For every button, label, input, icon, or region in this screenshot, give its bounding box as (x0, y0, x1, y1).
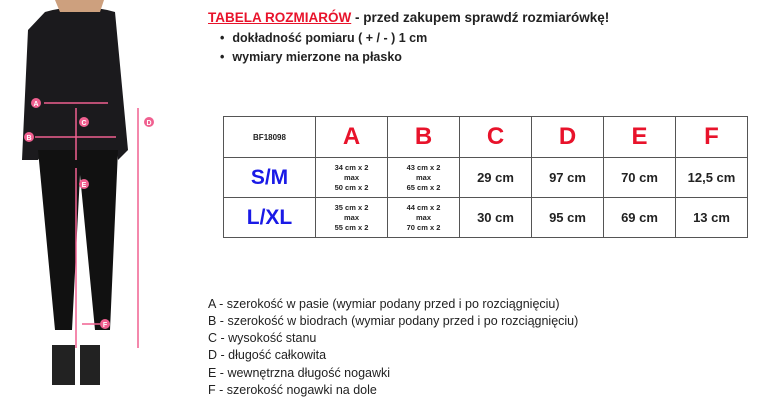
col-a: A (315, 116, 388, 158)
title-link: TABELA ROZMIARÓW (208, 10, 352, 25)
cell-f: 12,5 cm (675, 157, 748, 198)
cell-e: 69 cm (603, 197, 676, 238)
title-rest: - przed zakupem sprawdź rozmiarówkę! (351, 10, 610, 25)
legend-e: E - wewnętrzna długość nogawki (208, 366, 391, 380)
cell-c: 30 cm (459, 197, 532, 238)
size-table: BF18098 A B C D E F S/M 34 cm x 2 max 50 c… (223, 116, 748, 238)
label-f: F (103, 322, 108, 329)
size-label: S/M (223, 157, 316, 198)
bullet-flat: wymiary mierzone na płasko (220, 50, 402, 64)
col-c: C (459, 116, 532, 158)
size-label: L/XL (223, 197, 316, 238)
model-figure: A B C D E F (22, 0, 154, 385)
label-b: B (26, 135, 31, 142)
table-row: L/XL 35 cm x 2 max 55 cm x 2 44 cm x 2 max 7… (223, 197, 748, 238)
table-header-row: BF18098 A B C D E F (223, 116, 748, 158)
label-e: E (82, 182, 87, 189)
cell-f: 13 cm (675, 197, 748, 238)
legend-d: D - długość całkowita (208, 348, 327, 362)
cell-a: 34 cm x 2 max 50 cm x 2 (315, 157, 388, 198)
table-row: S/M 34 cm x 2 max 50 cm x 2 43 cm x 2 max 65… (223, 157, 748, 198)
bullet-accuracy: dokładność pomiaru ( + / - ) 1 cm (220, 31, 427, 45)
page-title: TABELA ROZMIARÓW - przed zakupem sprawdź… (208, 10, 609, 25)
col-d: D (531, 116, 604, 158)
cell-d: 95 cm (531, 197, 604, 238)
legend-a: A - szerokość w pasie (wymiar podany prz… (208, 297, 560, 311)
label-d: D (146, 120, 151, 127)
cell-a: 35 cm x 2 max 55 cm x 2 (315, 197, 388, 238)
cell-d: 97 cm (531, 157, 604, 198)
label-a: A (33, 101, 38, 108)
col-f: F (675, 116, 748, 158)
cell-c: 29 cm (459, 157, 532, 198)
cell-b: 43 cm x 2 max 65 cm x 2 (387, 157, 460, 198)
col-b: B (387, 116, 460, 158)
col-e: E (603, 116, 676, 158)
legend-b: B - szerokość w biodrach (wymiar podany … (208, 314, 579, 328)
legend-f: F - szerokość nogawki na dole (208, 383, 377, 397)
cell-e: 70 cm (603, 157, 676, 198)
legend-c: C - wysokość stanu (208, 331, 317, 345)
cell-b: 44 cm x 2 max 70 cm x 2 (387, 197, 460, 238)
product-code: BF18098 (223, 116, 316, 158)
label-c: C (81, 120, 86, 127)
